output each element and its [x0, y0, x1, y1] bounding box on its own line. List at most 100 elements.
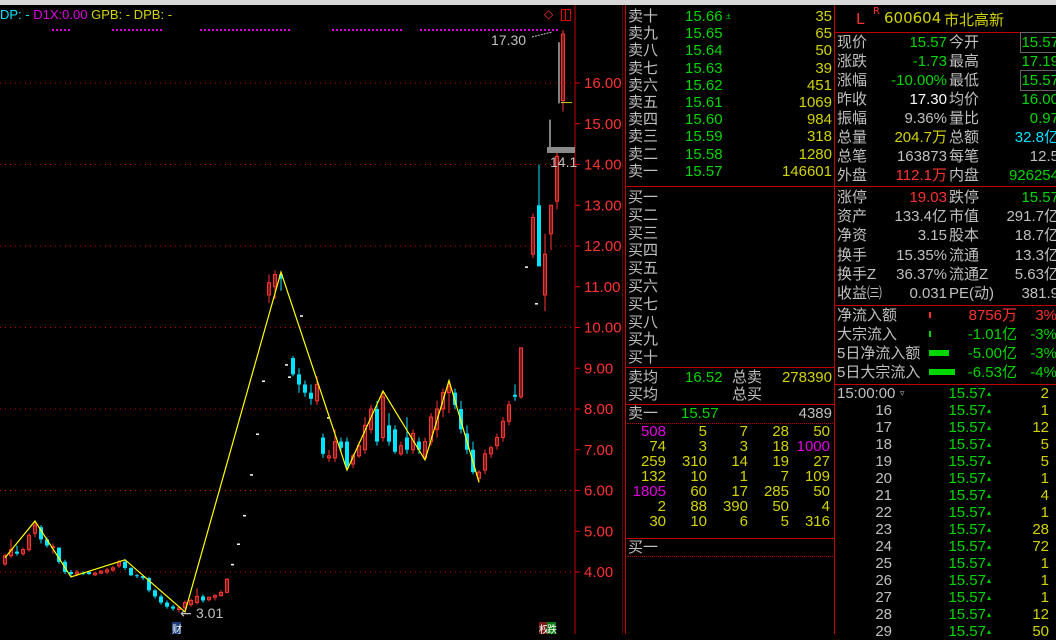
candle-body: [519, 347, 523, 398]
sort-down-icon[interactable]: ▿: [900, 388, 905, 398]
ask-price: 15.57: [685, 162, 723, 180]
candle-body: [555, 155, 559, 202]
tick-volume: 4: [1040, 487, 1049, 504]
signal-dot: [152, 29, 154, 31]
up-tick-icon: ▴: [987, 474, 992, 483]
diamond-icon[interactable]: ◇: [544, 7, 554, 21]
candle-body: [561, 33, 565, 102]
bid-row[interactable]: 买八: [628, 313, 658, 332]
signal-dot: [284, 29, 286, 31]
ask-row[interactable]: 卖六 15.62 451: [628, 76, 832, 95]
signal-dot: [252, 29, 254, 31]
ask-row[interactable]: 卖十 15.66 ± 35: [628, 7, 832, 26]
ask-row[interactable]: 卖二 15.58 1280: [628, 145, 832, 164]
ask-row[interactable]: 卖三 15.59 318: [628, 127, 832, 146]
signal-dot: [384, 29, 386, 31]
up-tick-icon: ▴: [987, 627, 992, 636]
tick-row: 19 15.57 ▴ 5: [837, 453, 1056, 470]
y-tick-label: 13.00: [584, 197, 622, 214]
tick-price: 15.57: [948, 572, 986, 589]
bid-label: 买四: [628, 242, 659, 260]
signal-dot: [520, 29, 522, 31]
candle-body: [159, 596, 163, 603]
tick-time: 16: [875, 402, 892, 419]
signal-dot: [64, 29, 66, 31]
queue-order: 10: [690, 468, 707, 485]
quote-row: 总量 204.7万 总额 32.8亿: [837, 128, 1056, 147]
up-tick-icon: ▴: [987, 440, 992, 449]
up-tick-icon: ▴: [987, 491, 992, 500]
candle-body: [171, 606, 175, 609]
tick-row: 29 15.57 ▴ 50: [837, 623, 1056, 640]
ask-row[interactable]: 卖九 15.65 65: [628, 24, 832, 43]
tick-time: 15:00:00: [837, 385, 896, 402]
stock-name: 市北高新: [944, 11, 1005, 29]
bid-row[interactable]: 买一: [628, 188, 658, 207]
ask-row[interactable]: 卖五 15.61 1069: [628, 93, 832, 112]
signal-dot: [484, 29, 486, 31]
candle-body: [381, 396, 385, 439]
signal-dot: [544, 29, 546, 31]
bid-row[interactable]: 买九: [628, 330, 658, 349]
marker-dash: [250, 474, 253, 476]
ask-volume: 65: [815, 25, 832, 43]
queue-order: 74: [649, 438, 666, 455]
candle-body: [15, 551, 19, 554]
d1x-value: 0.00: [62, 7, 88, 22]
ask-price: 15.64: [685, 42, 723, 60]
quote-value: -1.73: [912, 53, 947, 70]
flow-pct: -4%: [1030, 364, 1056, 381]
quote-label-2: 内盘: [949, 167, 980, 184]
signal-dot: [420, 29, 422, 31]
quote-label-2: 股本: [949, 227, 980, 245]
tick-time: 21: [875, 487, 892, 504]
total-ask-value: 278390: [781, 369, 832, 386]
candle-body: [537, 205, 541, 267]
kline-chart[interactable]: 16.00 15.00 14.00 13.00 12.00 11.00 10.00 9.00 8…: [0, 5, 623, 634]
signal-dot: [56, 29, 58, 31]
tick-price: 15.57: [948, 606, 986, 623]
tick-time: 24: [875, 538, 892, 555]
quote-value: 133.4亿: [894, 208, 947, 226]
quote-row: 涨停 19.03 跌停 15.57: [837, 188, 1056, 207]
zigzag-line: [4, 270, 480, 614]
panel-toggle-icon[interactable]: [561, 9, 571, 21]
ask-volume: 35: [815, 8, 832, 25]
flow-value: -6.53亿: [967, 364, 1017, 381]
signal-dot: [120, 29, 122, 31]
quote-label-2: 市值: [949, 208, 980, 226]
quote-divider: [834, 384, 1056, 385]
bid-row[interactable]: 买四: [628, 241, 658, 260]
candle-body: [105, 569, 109, 573]
bid-row[interactable]: 买三: [628, 224, 658, 243]
bid-row[interactable]: 买六: [628, 277, 658, 296]
bid-row[interactable]: 买二: [628, 206, 658, 225]
tick-volume: 50: [1032, 623, 1049, 640]
candle-body: [45, 539, 49, 546]
signal-dot: [244, 29, 246, 31]
marker-dash: [525, 266, 528, 268]
flow-pct: -3%: [1030, 326, 1056, 343]
signal-dot: [540, 29, 542, 31]
ask-price: 15.62: [685, 76, 723, 94]
ask-row[interactable]: 卖八 15.64 50: [628, 41, 832, 60]
bid-row[interactable]: 买五: [628, 259, 658, 278]
candle-body: [333, 441, 337, 459]
signal-dot: [516, 29, 518, 31]
signal-dot: [364, 29, 366, 31]
flow-bar: [929, 369, 955, 375]
bid-row[interactable]: 买七: [628, 295, 658, 314]
tick-row: 26 15.57 ▴ 1: [837, 572, 1056, 589]
signal-dot: [60, 29, 62, 31]
queue-order: 7: [739, 423, 748, 440]
ask-row[interactable]: 卖七 15.63 39: [628, 59, 832, 78]
quote-label: 换手: [837, 246, 868, 264]
ask-row[interactable]: 卖一 15.57 146601: [628, 162, 832, 181]
candle-body: [303, 384, 307, 393]
candle-body: [435, 408, 439, 430]
tick-row: 25 15.57 ▴ 1: [837, 555, 1056, 572]
orderbook-divider: [625, 186, 835, 187]
queue-order: 28: [772, 423, 789, 440]
bid-row[interactable]: 买十: [628, 348, 658, 367]
ask-row[interactable]: 卖四 15.60 984: [628, 110, 832, 129]
